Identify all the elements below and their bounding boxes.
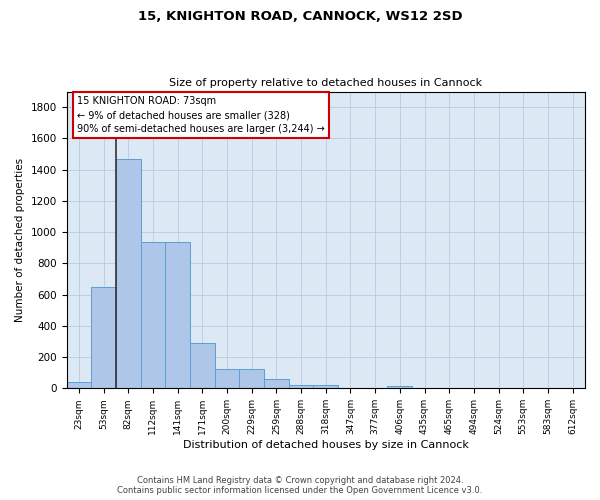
Bar xyxy=(190,343,215,388)
Bar xyxy=(165,242,190,388)
Bar xyxy=(67,382,91,388)
Bar xyxy=(313,385,338,388)
Bar xyxy=(116,158,140,388)
Title: Size of property relative to detached houses in Cannock: Size of property relative to detached ho… xyxy=(169,78,482,88)
Bar xyxy=(289,385,313,388)
Bar xyxy=(140,242,165,388)
Y-axis label: Number of detached properties: Number of detached properties xyxy=(15,158,25,322)
Bar xyxy=(215,369,239,388)
Text: Contains HM Land Registry data © Crown copyright and database right 2024.
Contai: Contains HM Land Registry data © Crown c… xyxy=(118,476,482,495)
Bar xyxy=(239,369,264,388)
Text: 15, KNIGHTON ROAD, CANNOCK, WS12 2SD: 15, KNIGHTON ROAD, CANNOCK, WS12 2SD xyxy=(137,10,463,23)
X-axis label: Distribution of detached houses by size in Cannock: Distribution of detached houses by size … xyxy=(183,440,469,450)
Bar xyxy=(264,379,289,388)
Bar xyxy=(91,287,116,388)
Text: 15 KNIGHTON ROAD: 73sqm
← 9% of detached houses are smaller (328)
90% of semi-de: 15 KNIGHTON ROAD: 73sqm ← 9% of detached… xyxy=(77,96,325,134)
Bar xyxy=(388,386,412,388)
